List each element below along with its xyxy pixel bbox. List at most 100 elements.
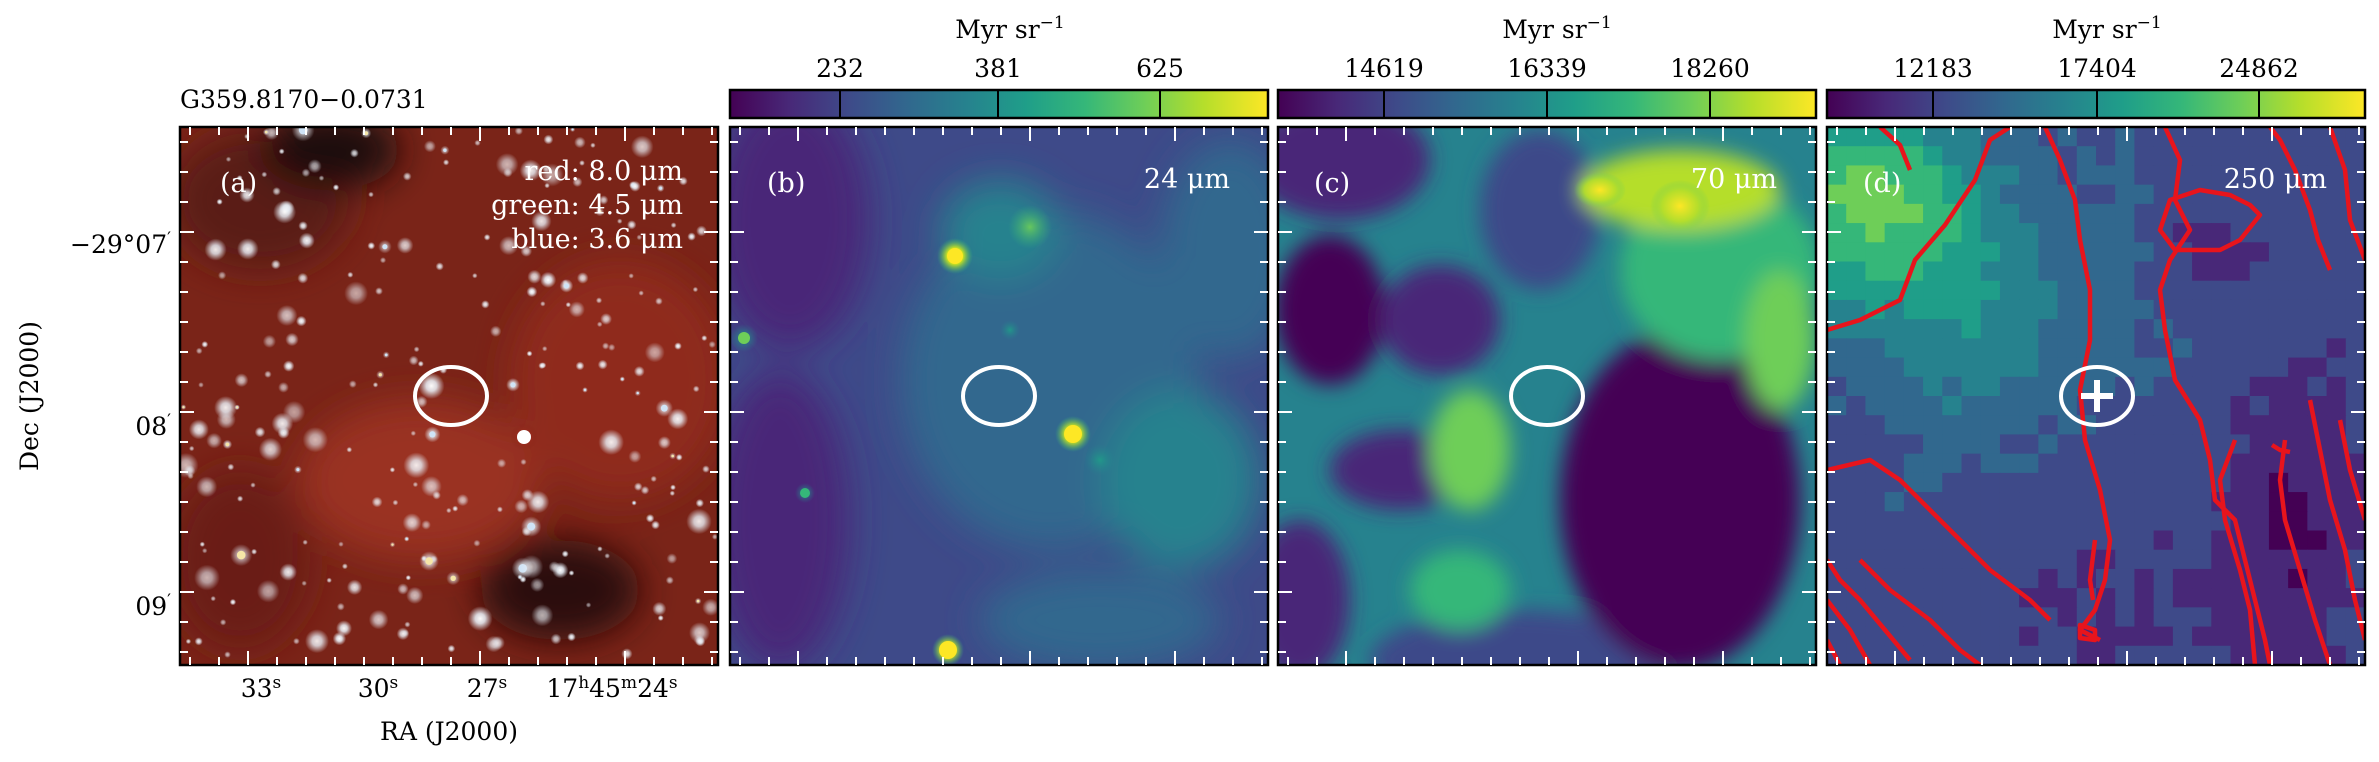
star (689, 622, 710, 644)
star (236, 406, 239, 409)
star (621, 648, 633, 660)
star (367, 242, 376, 250)
star (481, 300, 490, 309)
star (563, 283, 570, 289)
star (568, 570, 575, 576)
star (188, 419, 209, 440)
star (194, 637, 203, 646)
star (574, 136, 586, 149)
star (239, 187, 255, 203)
star (490, 325, 502, 337)
star (548, 561, 560, 573)
star (597, 359, 608, 370)
star (187, 472, 194, 480)
ra-tick-label: 33s (241, 673, 282, 703)
star (406, 586, 424, 605)
star (657, 436, 671, 450)
panel-d-label: (d) (1863, 168, 1901, 199)
star (301, 168, 311, 178)
star (297, 272, 309, 284)
star (621, 378, 624, 381)
star (283, 360, 295, 372)
star (371, 496, 383, 508)
star (338, 541, 344, 547)
star (378, 373, 382, 377)
panel-c-band: 70 μm (1691, 164, 1777, 195)
star (347, 271, 354, 278)
star (543, 134, 554, 145)
star (568, 301, 585, 318)
star (429, 431, 436, 438)
star (636, 391, 639, 395)
star (596, 321, 603, 328)
star (519, 159, 542, 182)
star (510, 382, 516, 388)
star (674, 342, 682, 350)
star (692, 385, 700, 393)
star (350, 148, 359, 158)
source-ellipse (961, 365, 1037, 427)
ra-tick-label: 27s (467, 673, 508, 703)
star (225, 156, 232, 162)
star (540, 271, 557, 288)
star (412, 481, 419, 488)
star (651, 520, 660, 530)
star (600, 313, 612, 325)
star (520, 245, 533, 257)
star (202, 548, 208, 554)
tick-marks (180, 127, 2365, 665)
star (670, 484, 676, 491)
star (701, 335, 708, 342)
star (423, 140, 436, 153)
star (652, 601, 667, 616)
star (669, 490, 675, 496)
colorbar-b: Myr sr−1 232 381 625 (728, 13, 1270, 120)
star (432, 491, 441, 500)
colorbar-d: Myr sr−1 12183 17404 24862 (1825, 13, 2367, 120)
star (496, 506, 503, 513)
star (667, 408, 689, 430)
star (628, 450, 642, 463)
star (285, 332, 299, 347)
panel-a: (a) red: 8.0 μm green: 4.5 μm blue: 3.6 … (178, 125, 720, 667)
source-ellipse (2059, 365, 2135, 427)
star (254, 426, 266, 438)
star (264, 130, 268, 134)
star (302, 539, 308, 545)
star (405, 537, 408, 541)
legend-red: red: 8.0 μm (524, 156, 683, 187)
star (218, 271, 227, 280)
star (711, 533, 718, 540)
star (650, 475, 657, 483)
star (368, 609, 389, 630)
star (567, 632, 576, 642)
star (298, 232, 315, 249)
star (657, 615, 664, 621)
star (262, 334, 276, 348)
star (540, 301, 546, 307)
star (526, 490, 550, 514)
panel-b-band: 24 μm (1144, 164, 1230, 195)
star (514, 499, 528, 514)
star (227, 463, 235, 471)
star (575, 361, 585, 371)
star (640, 485, 650, 495)
dec-tick-label: 08′ (135, 411, 171, 441)
star (204, 238, 227, 261)
star (527, 269, 542, 284)
panel-d: (d) 250 μm (1825, 125, 2367, 667)
star-field (180, 127, 718, 660)
star (696, 225, 707, 237)
star (633, 366, 645, 377)
colorbar-b-unit: Myr sr−1 (955, 13, 1064, 44)
star (585, 602, 592, 608)
x-axis-label: RA (J2000) (380, 717, 518, 746)
star (189, 445, 195, 452)
star (341, 563, 348, 570)
star (666, 553, 678, 564)
star (229, 598, 237, 606)
star (180, 452, 199, 478)
star (597, 546, 603, 552)
star (456, 494, 469, 507)
star (665, 576, 674, 585)
